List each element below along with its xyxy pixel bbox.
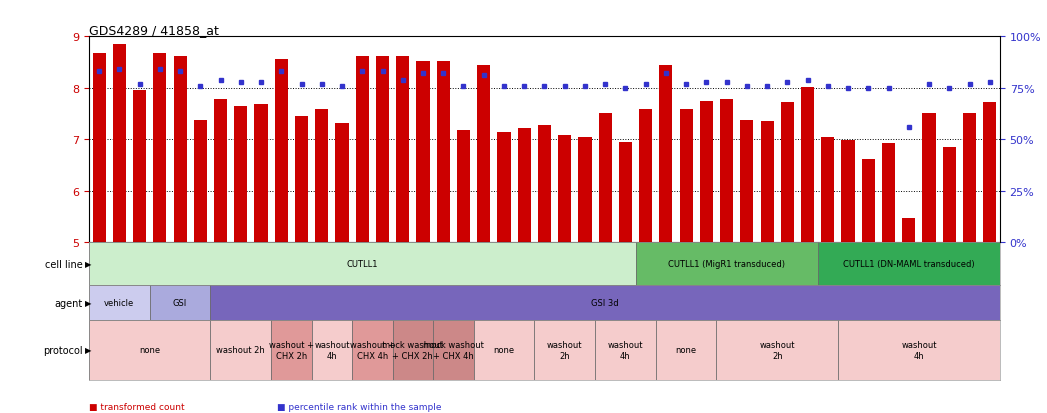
- Text: agent: agent: [54, 298, 83, 308]
- Bar: [760, 122, 774, 243]
- Bar: [433, 320, 473, 380]
- Bar: [477, 65, 490, 243]
- Text: CUTLL1: CUTLL1: [347, 260, 378, 269]
- Bar: [842, 141, 854, 243]
- Text: vehicle: vehicle: [105, 298, 134, 307]
- Bar: [174, 57, 186, 243]
- Bar: [558, 136, 572, 243]
- Text: cell line: cell line: [45, 259, 83, 269]
- Bar: [376, 57, 389, 243]
- Text: mock washout
+ CHX 2h: mock washout + CHX 2h: [382, 340, 443, 360]
- Bar: [214, 100, 227, 243]
- Text: CUTLL1 (DN-MAML transduced): CUTLL1 (DN-MAML transduced): [843, 260, 975, 269]
- Bar: [534, 320, 595, 380]
- Text: GSI: GSI: [173, 298, 187, 307]
- Bar: [595, 320, 655, 380]
- Bar: [92, 54, 106, 243]
- Bar: [352, 320, 393, 380]
- Bar: [781, 103, 794, 243]
- Bar: [89, 243, 636, 286]
- Bar: [473, 320, 534, 380]
- Bar: [862, 159, 875, 243]
- Bar: [680, 110, 693, 243]
- Text: washout +
CHX 4h: washout + CHX 4h: [350, 340, 395, 360]
- Text: washout
2h: washout 2h: [759, 340, 795, 360]
- Bar: [838, 320, 1000, 380]
- Bar: [210, 320, 271, 380]
- Bar: [271, 320, 312, 380]
- Bar: [312, 320, 352, 380]
- Bar: [821, 138, 834, 243]
- Text: ▶: ▶: [85, 260, 91, 269]
- Bar: [655, 320, 716, 380]
- Text: CUTLL1 (MigR1 transduced): CUTLL1 (MigR1 transduced): [668, 260, 785, 269]
- Bar: [393, 320, 433, 380]
- Text: mock washout
+ CHX 4h: mock washout + CHX 4h: [423, 340, 484, 360]
- Bar: [210, 286, 1000, 320]
- Bar: [274, 60, 288, 243]
- Bar: [801, 88, 815, 243]
- Text: GDS4289 / 41858_at: GDS4289 / 41858_at: [89, 24, 219, 37]
- Text: none: none: [493, 346, 514, 354]
- Bar: [660, 65, 672, 243]
- Bar: [942, 148, 956, 243]
- Bar: [818, 243, 1000, 286]
- Text: ▶: ▶: [85, 298, 91, 307]
- Bar: [599, 113, 611, 243]
- Bar: [315, 110, 329, 243]
- Bar: [922, 113, 936, 243]
- Text: ■ percentile rank within the sample: ■ percentile rank within the sample: [277, 402, 442, 411]
- Bar: [356, 57, 369, 243]
- Text: washout
2h: washout 2h: [547, 340, 582, 360]
- Bar: [882, 144, 895, 243]
- Bar: [699, 102, 713, 243]
- Bar: [133, 91, 147, 243]
- Text: ■ transformed count: ■ transformed count: [89, 402, 184, 411]
- Text: GSI 3d: GSI 3d: [592, 298, 619, 307]
- Bar: [716, 320, 838, 380]
- Bar: [538, 126, 551, 243]
- Text: washout 2h: washout 2h: [217, 346, 265, 354]
- Text: washout +
CHX 2h: washout + CHX 2h: [269, 340, 314, 360]
- Text: washout
4h: washout 4h: [314, 340, 350, 360]
- Text: ▶: ▶: [85, 346, 91, 354]
- Bar: [456, 131, 470, 243]
- Bar: [963, 113, 976, 243]
- Bar: [437, 62, 450, 243]
- Text: washout
4h: washout 4h: [901, 340, 937, 360]
- Bar: [150, 286, 210, 320]
- Bar: [89, 320, 210, 380]
- Bar: [417, 62, 429, 243]
- Bar: [89, 286, 150, 320]
- Bar: [517, 129, 531, 243]
- Bar: [254, 105, 268, 243]
- Bar: [903, 218, 915, 243]
- Text: none: none: [675, 346, 696, 354]
- Bar: [639, 110, 652, 243]
- Bar: [153, 54, 166, 243]
- Bar: [636, 243, 818, 286]
- Bar: [194, 121, 207, 243]
- Bar: [113, 45, 126, 243]
- Bar: [335, 123, 349, 243]
- Bar: [740, 121, 754, 243]
- Bar: [497, 132, 511, 243]
- Bar: [295, 117, 308, 243]
- Bar: [720, 100, 733, 243]
- Text: protocol: protocol: [43, 345, 83, 355]
- Bar: [396, 57, 409, 243]
- Bar: [619, 142, 632, 243]
- Text: none: none: [139, 346, 160, 354]
- Text: washout
4h: washout 4h: [607, 340, 643, 360]
- Bar: [235, 107, 247, 243]
- Bar: [578, 138, 592, 243]
- Bar: [983, 103, 997, 243]
